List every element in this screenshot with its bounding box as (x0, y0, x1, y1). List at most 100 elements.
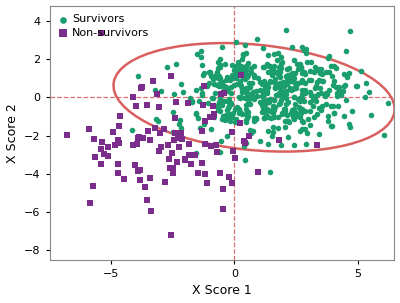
Survivors (286, 73, 292, 78)
Survivors (284, 81, 290, 86)
Survivors (240, 51, 246, 56)
Survivors (198, 86, 204, 91)
Survivors (239, 86, 245, 91)
Survivors (290, 95, 297, 100)
Non-survivors (176, 145, 182, 150)
Non-survivors (138, 85, 145, 89)
Non-survivors (170, 165, 176, 170)
Survivors (260, 64, 266, 69)
Survivors (173, 62, 179, 67)
Survivors (227, 114, 234, 118)
Survivors (236, 81, 243, 86)
Non-survivors (188, 162, 194, 167)
Survivors (294, 61, 300, 66)
Survivors (320, 79, 326, 84)
Survivors (217, 76, 223, 81)
Survivors (257, 80, 263, 85)
Survivors (282, 74, 289, 78)
Survivors (210, 96, 216, 101)
Non-survivors (156, 130, 163, 135)
Survivors (242, 76, 248, 81)
Non-survivors (121, 177, 127, 182)
Survivors (248, 131, 254, 136)
Non-survivors (116, 141, 123, 146)
Non-survivors (194, 170, 201, 175)
Survivors (194, 52, 200, 57)
Survivors (264, 98, 271, 103)
Survivors (243, 118, 250, 123)
Survivors (158, 88, 164, 93)
Survivors (286, 120, 293, 125)
Survivors (278, 90, 284, 95)
Survivors (287, 111, 294, 115)
Survivors (253, 88, 260, 93)
Survivors (198, 55, 204, 60)
Survivors (214, 103, 221, 108)
Survivors (200, 73, 206, 78)
Survivors (236, 110, 243, 115)
Survivors (276, 65, 282, 69)
Survivors (299, 96, 305, 101)
Survivors (203, 83, 210, 88)
Survivors (296, 105, 302, 109)
Survivors (193, 151, 200, 155)
Survivors (233, 116, 240, 121)
Non-survivors (226, 175, 232, 179)
Survivors (213, 73, 220, 78)
Non-survivors (111, 142, 118, 147)
Survivors (238, 110, 244, 115)
Non-survivors (104, 144, 111, 149)
Non-survivors (198, 160, 205, 165)
Survivors (217, 150, 223, 155)
Survivors (224, 74, 230, 79)
Non-survivors (136, 134, 142, 139)
Survivors (233, 40, 240, 45)
Survivors (243, 89, 249, 94)
Survivors (329, 123, 335, 128)
Survivors (299, 118, 305, 123)
Survivors (227, 78, 233, 82)
Non-survivors (214, 150, 220, 155)
Survivors (236, 68, 242, 73)
Survivors (251, 118, 258, 123)
Survivors (300, 119, 306, 124)
Survivors (216, 62, 223, 67)
Survivors (179, 90, 186, 95)
Non-survivors (162, 179, 168, 184)
Survivors (228, 100, 235, 105)
Survivors (261, 89, 267, 94)
Non-survivors (213, 143, 219, 148)
Survivors (298, 65, 304, 70)
Non-survivors (130, 142, 136, 147)
Non-survivors (156, 149, 162, 154)
Non-survivors (314, 143, 321, 148)
Survivors (298, 79, 304, 84)
Survivors (288, 88, 295, 92)
Survivors (248, 65, 254, 70)
Survivors (193, 87, 200, 92)
Survivors (317, 107, 324, 112)
Survivors (290, 86, 297, 91)
Survivors (262, 101, 269, 106)
Survivors (246, 81, 252, 85)
Survivors (232, 120, 238, 125)
Survivors (219, 79, 226, 84)
Non-survivors (132, 162, 138, 167)
Survivors (288, 71, 295, 76)
Survivors (250, 63, 257, 68)
Survivors (211, 81, 218, 86)
Survivors (264, 90, 270, 95)
Survivors (305, 117, 311, 122)
Survivors (318, 91, 324, 96)
Survivors (349, 109, 356, 114)
Survivors (298, 88, 305, 93)
Survivors (315, 92, 321, 97)
Non-survivors (156, 104, 162, 109)
Survivors (273, 85, 280, 90)
Non-survivors (138, 85, 145, 90)
Survivors (229, 63, 236, 68)
Non-survivors (110, 130, 117, 135)
Survivors (291, 107, 297, 112)
Survivors (263, 84, 269, 88)
Non-survivors (172, 116, 178, 121)
